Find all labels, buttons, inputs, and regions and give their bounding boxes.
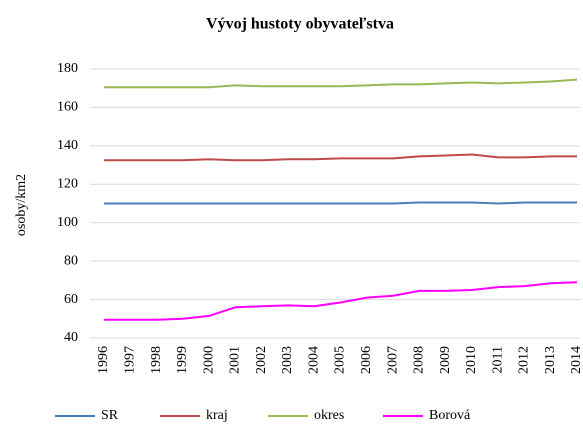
x-tick-label: 2010	[464, 346, 479, 374]
x-tick-label: 2000	[201, 346, 216, 374]
x-tick-label: 2009	[438, 346, 453, 374]
legend-label: SR	[101, 408, 119, 423]
legend-label: okres	[314, 408, 344, 423]
chart-title: Vývoj hustoty obyvateľstva	[206, 16, 394, 33]
line-series	[104, 153, 577, 162]
y-tick-label: 100	[57, 215, 78, 230]
legend-label: kraj	[206, 408, 228, 423]
line-series	[104, 281, 578, 321]
y-tick-label: 140	[57, 138, 78, 153]
x-tick-label: 1997	[122, 346, 137, 374]
x-tick-label: 2004	[306, 346, 321, 374]
x-tick-label: 2006	[359, 346, 374, 374]
y-tick-label: 80	[64, 253, 78, 268]
y-tick-label: 120	[57, 177, 78, 192]
x-tick-label: 2014	[569, 346, 583, 374]
legend-label: Borová	[429, 408, 471, 423]
x-tick-label: 1998	[149, 346, 164, 374]
y-tick-label: 60	[64, 292, 78, 307]
y-tick-label: 180	[57, 61, 78, 76]
x-tick-label: 1996	[96, 346, 111, 374]
y-axis-title: osoby/km2	[14, 174, 29, 236]
y-tick-label: 40	[64, 330, 78, 345]
x-tick-label: 2003	[280, 346, 295, 374]
x-tick-label: 2011	[490, 346, 505, 373]
x-tick-label: 1999	[175, 346, 190, 374]
line-series	[104, 201, 577, 205]
x-tick-label: 2001	[228, 346, 243, 374]
x-tick-label: 2002	[254, 346, 269, 374]
x-tick-label: 2013	[543, 346, 558, 374]
y-tick-label: 160	[57, 100, 78, 115]
x-tick-label: 2007	[385, 346, 400, 374]
line-series	[104, 78, 578, 89]
x-tick-label: 2005	[333, 346, 348, 374]
x-tick-label: 2012	[517, 346, 532, 374]
x-tick-label: 2008	[412, 346, 427, 374]
